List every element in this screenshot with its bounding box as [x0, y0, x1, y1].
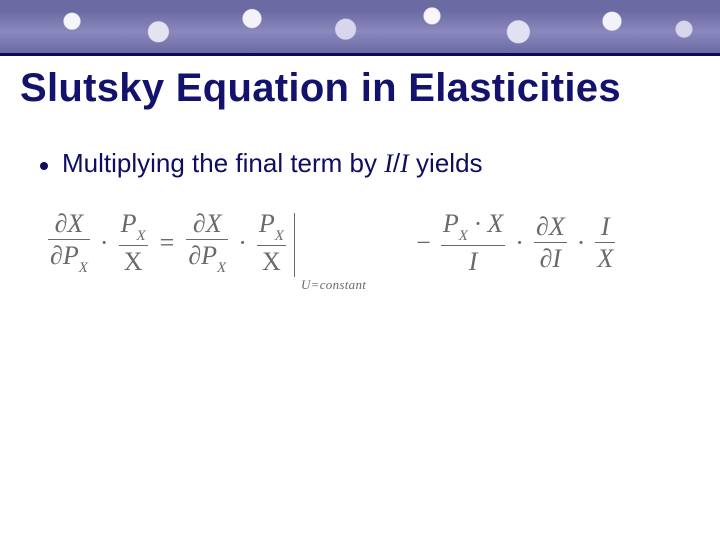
decorative-banner: [0, 0, 720, 56]
num-dx-3: ∂X: [536, 212, 565, 241]
den-i-1: I: [467, 246, 480, 275]
dot-3: ·: [511, 228, 528, 258]
frac-px-x-mid: PX X: [257, 210, 286, 275]
num-px-3: P: [443, 209, 459, 238]
frac-dx-dpx-mid: ∂X ∂PX: [186, 210, 228, 275]
frac-px-x-left: PX X: [119, 210, 148, 275]
num-dot-x: · X: [468, 209, 503, 238]
frac-pxx-over-i: PX · X I: [441, 210, 505, 275]
num-dx-1: ∂X: [55, 209, 84, 238]
dot-4: ·: [573, 228, 590, 258]
evaluation-bar: [294, 213, 295, 277]
num-px-2-sub: X: [275, 228, 284, 244]
num-px-1: P: [121, 209, 137, 238]
frac-i-over-x: I X: [595, 213, 615, 273]
den-dpx-1: ∂P: [50, 241, 79, 270]
evaluation-condition: U=constant: [301, 277, 366, 293]
num-i: I: [599, 213, 612, 242]
frac-dx-dpx-left: ∂X ∂PX: [48, 210, 90, 275]
frac-dx-di: ∂X ∂I: [534, 213, 567, 273]
den-dpx-2: ∂P: [188, 241, 217, 270]
equation-row: ∂X ∂PX · PX X = ∂X ∂PX · PX X U=constant…: [48, 210, 688, 275]
num-px-1-sub: X: [136, 228, 145, 244]
bullet-ratio-numer: I: [384, 149, 393, 178]
num-dx-2: ∂X: [193, 209, 222, 238]
dot-2: ·: [234, 228, 251, 258]
den-dpx-1-sub: X: [79, 260, 88, 276]
slide-title: Slutsky Equation in Elasticities: [20, 66, 700, 111]
bullet-prefix: Multiplying the final term by: [62, 148, 384, 178]
den-x-3: X: [595, 243, 615, 272]
equation: ∂X ∂PX · PX X = ∂X ∂PX · PX X U=constant…: [48, 210, 688, 330]
den-dpx-2-sub: X: [217, 260, 226, 276]
num-px-2: P: [259, 209, 275, 238]
bullet-marker: [40, 162, 48, 170]
den-x-2: X: [260, 246, 283, 275]
bullet-suffix: yields: [409, 148, 483, 178]
minus: −: [416, 228, 435, 258]
bullet-text: Multiplying the final term by I/I yields: [62, 148, 483, 179]
den-x-1: X: [122, 246, 145, 275]
bullet-item: Multiplying the final term by I/I yields: [40, 148, 483, 179]
num-px-3-sub: X: [459, 228, 468, 244]
equals: =: [154, 228, 181, 258]
bullet-ratio-denom: I: [400, 149, 409, 178]
den-di: ∂I: [540, 244, 562, 273]
dot-1: ·: [96, 228, 113, 258]
